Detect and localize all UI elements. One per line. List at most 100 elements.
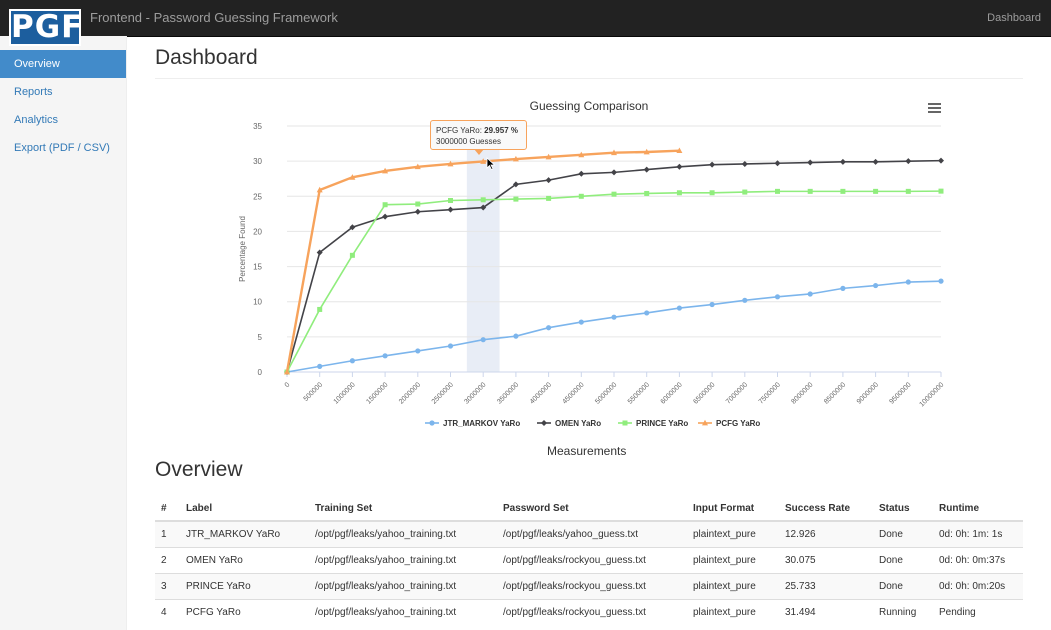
data-point (938, 157, 944, 164)
row-status: Running (873, 599, 933, 625)
data-point (578, 170, 585, 177)
data-point (382, 353, 388, 359)
col-success-rate-header[interactable]: Success Rate (779, 496, 873, 522)
row-runtime: 0d: 0h: 1m: 1s (933, 520, 1023, 548)
data-point (578, 319, 584, 325)
table-row[interactable]: 2 OMEN YaRo /opt/pgf/leaks/yahoo_trainin… (155, 547, 1023, 574)
row-training-set: /opt/pgf/leaks/yahoo_training.txt (309, 520, 497, 548)
data-point (938, 188, 944, 194)
row-training-set: /opt/pgf/leaks/yahoo_training.txt (309, 547, 497, 574)
data-point (905, 188, 911, 194)
row-number: 3 (155, 573, 180, 600)
col-input-format-header[interactable]: Input Format (687, 496, 779, 522)
data-point (709, 161, 716, 168)
measurements-table: # Label Training Set Password Set Input … (155, 496, 1023, 625)
y-tick-label: 35 (253, 122, 262, 131)
table-row[interactable]: 4 PCFG YaRo /opt/pgf/leaks/yahoo_trainin… (155, 599, 1023, 625)
data-point (513, 333, 519, 339)
y-tick-label: 30 (253, 157, 262, 166)
data-point (349, 358, 355, 364)
data-point (676, 190, 682, 196)
page-title: Dashboard (155, 46, 258, 69)
x-tick-label: 8000000 (790, 381, 814, 405)
data-point (349, 224, 356, 231)
sidebar-item-export[interactable]: Export (PDF / CSV) (14, 142, 110, 154)
data-point (905, 279, 911, 285)
sidebar-item-overview[interactable]: Overview (0, 50, 126, 78)
row-number: 4 (155, 599, 180, 625)
col-status-header[interactable]: Status (873, 496, 933, 522)
data-point (546, 195, 552, 201)
table-header-row: # Label Training Set Password Set Input … (155, 496, 1023, 522)
data-point (840, 188, 846, 194)
data-point (840, 285, 846, 291)
row-runtime: 0d: 0h: 0m:37s (933, 547, 1023, 574)
row-input-format: plaintext_pure (687, 520, 779, 548)
data-point (512, 181, 519, 188)
table-row[interactable]: 1 JTR_MARKOV YaRo /opt/pgf/leaks/yahoo_t… (155, 520, 1023, 548)
data-point (905, 158, 912, 165)
x-tick-label: 1500000 (365, 381, 389, 405)
x-tick-label: 8500000 (823, 381, 847, 405)
chart-caption: Measurements (547, 444, 627, 458)
highlight-band (466, 126, 500, 372)
col-password-set-header[interactable]: Password Set (497, 496, 687, 522)
data-point (414, 208, 421, 215)
data-point (578, 193, 584, 199)
x-tick-label: 5500000 (627, 381, 651, 405)
guessing-comparison-chart: 0 5 10 15 20 25 30 35 0 500000 1000000 1500000 20000… (238, 99, 945, 428)
sidebar-item-reports[interactable]: Reports (14, 86, 53, 98)
x-tick-label: 6500000 (692, 381, 716, 405)
data-point (512, 155, 519, 162)
row-status: Done (873, 573, 933, 600)
data-point (578, 151, 585, 158)
data-point (541, 420, 547, 426)
data-point (316, 186, 323, 193)
app-title[interactable]: Frontend - Password Guessing Framework (90, 10, 338, 25)
data-point (480, 337, 486, 343)
row-status: Done (873, 520, 933, 548)
col-runtime-header[interactable]: Runtime (933, 496, 1023, 522)
data-point (774, 294, 781, 300)
tooltip-series: PCFG YaRo: (436, 126, 485, 135)
data-point (709, 190, 715, 196)
data-point (480, 197, 486, 203)
row-success-rate: 12.926 (779, 520, 873, 548)
data-point (742, 297, 748, 303)
row-success-rate: 30.075 (779, 547, 873, 574)
data-point (839, 158, 846, 165)
data-point (702, 419, 708, 426)
x-tick-label: 2500000 (431, 381, 455, 405)
data-point (622, 420, 628, 426)
title-divider (155, 78, 1023, 79)
col-number-header[interactable]: # (155, 496, 180, 522)
nav-dashboard-link[interactable]: Dashboard (987, 12, 1041, 24)
sidebar-item-analytics[interactable]: Analytics (14, 114, 59, 126)
col-training-set-header[interactable]: Training Set (309, 496, 497, 522)
x-tick-label: 7000000 (725, 381, 749, 405)
row-runtime: Pending (933, 599, 1023, 625)
row-input-format: plaintext_pure (687, 573, 779, 600)
data-point (545, 153, 552, 160)
x-tick-label: 1000000 (333, 381, 357, 405)
data-point (611, 169, 617, 176)
data-point (872, 158, 879, 165)
table-row[interactable]: 3 PRINCE YaRo /opt/pgf/leaks/yahoo_train… (155, 573, 1023, 600)
data-point (676, 163, 683, 170)
row-password-set: /opt/pgf/leaks/rockyou_guess.txt (497, 599, 687, 625)
row-label: PCFG YaRo (180, 599, 309, 625)
data-point (382, 213, 389, 220)
x-tick-label: 0 (284, 381, 292, 389)
y-tick-label: 5 (258, 333, 263, 342)
data-point (611, 191, 617, 197)
row-password-set: /opt/pgf/leaks/rockyou_guess.txt (497, 573, 687, 600)
pgf-logo[interactable]: PGF (9, 9, 84, 46)
legend-label: JTR_MARKOV YaRo (443, 419, 520, 428)
data-point (676, 147, 683, 154)
chart-menu-icon[interactable] (928, 103, 941, 114)
data-point (480, 204, 487, 211)
data-point (741, 160, 748, 167)
col-label-header[interactable]: Label (180, 496, 309, 522)
data-point (676, 305, 683, 311)
data-point (775, 188, 780, 194)
